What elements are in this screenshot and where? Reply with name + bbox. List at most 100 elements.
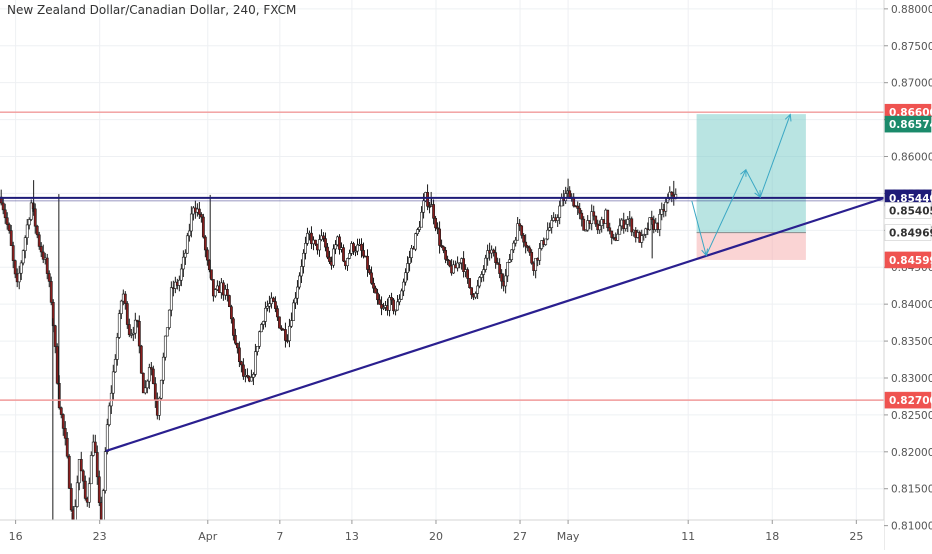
candle-body [630,218,634,233]
candle-body [650,217,654,221]
candle-body [67,455,71,489]
candle-body [626,219,630,225]
candle-body [167,309,171,328]
candle-body [592,211,596,217]
candle-body [55,346,59,384]
ascending-trendline[interactable] [105,192,899,453]
price-tick-label: 0.82000 [891,447,932,459]
projection-segment[interactable] [705,169,747,256]
candle-body [9,230,13,246]
price-tick-label: 0.83000 [891,373,932,385]
candle-body [432,204,435,219]
candle-body [484,257,488,270]
price-badge [884,202,932,219]
candle-body [151,368,155,385]
candle-body [163,335,167,358]
candle-body [398,298,401,303]
candle-body [346,258,349,267]
candle-body [526,245,530,249]
candle-body [408,257,411,264]
candle-body [594,215,598,225]
candle-body [380,304,383,309]
candle-body [211,279,215,297]
candle-body [300,266,303,277]
candle-body [157,397,161,416]
candle-body [382,307,385,309]
candle-body [13,260,17,275]
candle-body [404,272,407,283]
candle-body [27,219,31,226]
candle-body [127,324,131,336]
candle-body [137,320,141,347]
projection-arrowhead [784,113,792,122]
candle-body [236,342,239,349]
candle-body [89,455,93,485]
candle-body [664,201,668,212]
candle-body [390,297,393,301]
candle-body [332,248,335,266]
candle-body [59,407,63,415]
candle-body [298,275,301,288]
projection-segment[interactable] [745,169,761,198]
candle-body [438,228,441,246]
candle-body [462,258,465,272]
candle-body [362,250,365,257]
price-tick-label: 0.83500 [891,336,932,348]
candle-body [498,264,502,274]
candle-body [442,246,445,251]
candle-body [41,251,45,260]
candle-body [185,235,189,254]
time-tick-label: 16 [9,530,23,543]
candle-body [181,256,185,270]
candle-body [123,293,127,304]
candle-body [65,437,69,457]
candle-body [306,233,309,244]
candle-body [221,282,225,296]
candle-body [153,383,157,401]
candle-body [97,476,101,503]
candle-body [129,334,133,336]
candle-body [95,452,99,478]
candle-body [294,297,297,304]
candle-body [406,263,409,273]
candle-body [318,239,321,251]
candle-body [342,247,345,262]
candle-body [79,459,83,472]
candle-body [368,269,371,274]
candle-body [93,441,97,453]
candle-body [418,226,421,230]
profit-zone[interactable] [696,114,806,233]
candle-body [143,387,147,394]
candle-body [528,247,532,253]
candle-body [512,242,516,251]
candle-body [17,272,21,283]
projection-segment[interactable] [759,114,791,198]
candle-body [420,211,423,228]
candle-body [139,345,143,374]
time-tick-label: 7 [276,530,283,543]
price-badge-label: 0.86574 [889,119,932,131]
time-axis-background [0,520,884,550]
candle-body [246,375,249,378]
candle-body [213,289,217,297]
candle-body [444,250,447,260]
candle-body [618,225,622,235]
time-tick-label: Apr [198,530,218,543]
candle-body [578,208,582,214]
candle-body [145,380,149,389]
candle-body [7,224,11,231]
candle-body [392,299,395,312]
candle-body [504,275,508,287]
candle-body [348,253,351,259]
projection-segment[interactable] [691,200,707,256]
candle-body [374,287,377,294]
candle-body [584,229,588,232]
candle-body [640,235,644,243]
candle-body [448,260,451,267]
candle-body [240,361,243,366]
loss-zone[interactable] [696,232,806,260]
time-tick-label: 20 [429,530,443,543]
